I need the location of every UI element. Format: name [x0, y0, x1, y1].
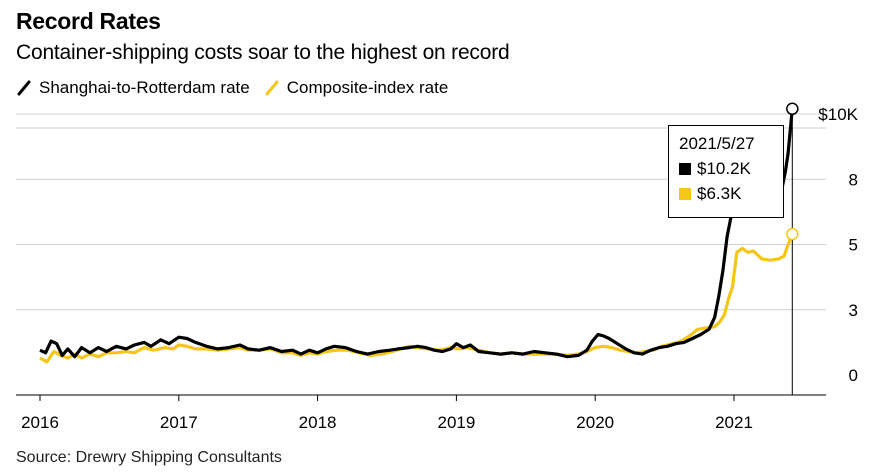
swatch-yellow-icon	[679, 188, 691, 200]
x-tick-label: 2020	[576, 413, 614, 432]
x-tick-label: 2017	[160, 413, 198, 432]
hover-point-composite	[786, 227, 799, 241]
legend-item-shanghai[interactable]: Shanghai-to-Rotterdam rate	[16, 78, 250, 98]
y-tick-label: $10K	[818, 105, 858, 124]
swatch-black-icon	[679, 163, 691, 175]
legend-item-composite[interactable]: Composite-index rate	[264, 78, 449, 98]
x-tick-label: 2018	[299, 413, 337, 432]
chart-subtitle: Container-shipping costs soar to the hig…	[16, 41, 510, 64]
x-tick-label: 2021	[715, 413, 753, 432]
tooltip-row-shanghai: $10.2K	[679, 159, 773, 179]
y-tick-label: 0	[849, 366, 858, 385]
hover-point-shanghai	[786, 102, 799, 116]
tooltip-date: 2021/5/27	[679, 134, 755, 153]
legend-line-yellow-icon	[265, 80, 279, 96]
chart-title: Record Rates	[16, 8, 161, 34]
y-tick-label: 8	[849, 170, 858, 189]
tooltip-row-composite: $6.3K	[679, 184, 773, 204]
y-tick-label: 3	[849, 301, 858, 320]
legend-label-shanghai: Shanghai-to-Rotterdam rate	[39, 78, 250, 97]
x-tick-label: 2016	[21, 413, 59, 432]
tooltip-value-composite: $6.3K	[697, 184, 742, 203]
y-axis: 0 3 5 8 $10K	[818, 105, 858, 385]
series-lines	[39, 108, 794, 364]
x-axis: 2016 2017 2018 2019 2020 2021	[16, 394, 826, 432]
source-note: Source: Drewry Shipping Consultants	[16, 449, 282, 466]
series-line-shanghai[interactable]	[39, 108, 794, 359]
legend: Shanghai-to-Rotterdam rate Composite-ind…	[16, 78, 462, 98]
legend-line-black-icon	[17, 80, 31, 96]
x-tick-label: 2019	[437, 413, 475, 432]
tooltip: 2021/5/27 $10.2K $6.3K	[668, 125, 784, 218]
hover-marker	[786, 102, 799, 395]
y-tick-label: 5	[849, 236, 858, 255]
tooltip-value-shanghai: $10.2K	[697, 159, 751, 178]
legend-label-composite: Composite-index rate	[286, 78, 449, 97]
